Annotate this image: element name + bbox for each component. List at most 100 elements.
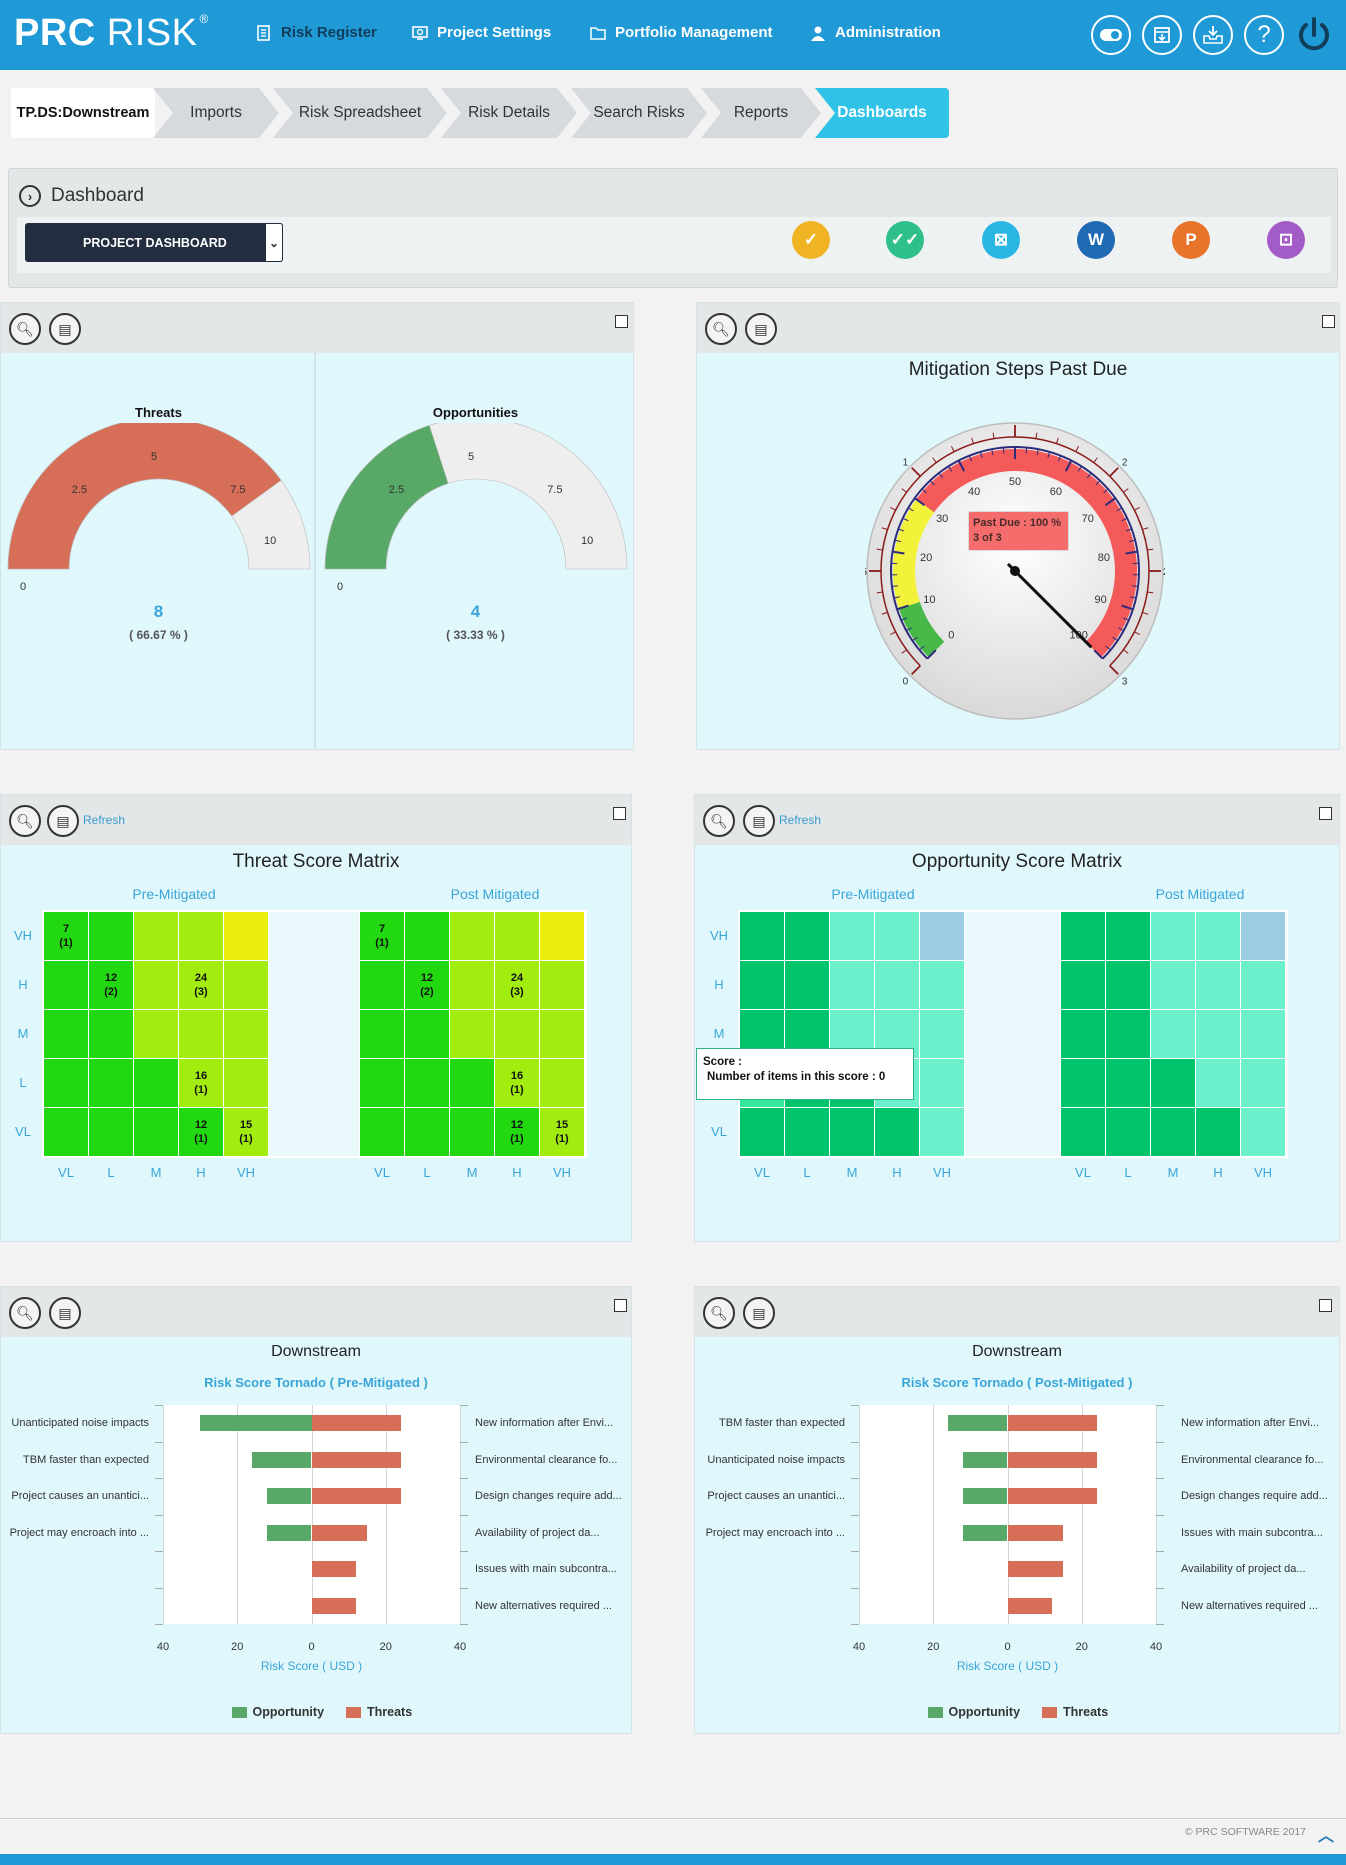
- matrix-cell[interactable]: [179, 912, 223, 960]
- matrix-cell[interactable]: 15 (1): [224, 1108, 268, 1156]
- tab-reports[interactable]: Reports: [701, 88, 821, 138]
- matrix-cell[interactable]: [360, 1108, 404, 1156]
- matrix-cell[interactable]: [1061, 912, 1105, 960]
- panel-checkbox[interactable]: [615, 315, 628, 328]
- matrix-cell[interactable]: [920, 961, 964, 1009]
- matrix-cell[interactable]: 12 (2): [89, 961, 133, 1009]
- chevron-right-icon[interactable]: ›: [19, 185, 41, 207]
- matrix-cell[interactable]: [134, 961, 178, 1009]
- export-icon[interactable]: ▤: [49, 1297, 81, 1329]
- matrix-cell[interactable]: 12 (2): [405, 961, 449, 1009]
- panel-checkbox[interactable]: [1319, 1299, 1332, 1312]
- matrix-cell[interactable]: [1061, 1010, 1105, 1058]
- matrix-cell[interactable]: [134, 1010, 178, 1058]
- matrix-cell[interactable]: [875, 961, 919, 1009]
- zoom-icon[interactable]: 🔍︎: [9, 1297, 41, 1329]
- approve-icon[interactable]: ✓: [792, 221, 830, 259]
- inbox-download-icon[interactable]: [1193, 15, 1233, 55]
- matrix-cell[interactable]: [89, 912, 133, 960]
- zoom-icon[interactable]: 🔍︎: [9, 313, 41, 345]
- matrix-cell[interactable]: [1106, 1108, 1150, 1156]
- tab-risk-details[interactable]: Risk Details: [441, 88, 577, 138]
- zoom-icon[interactable]: 🔍︎: [9, 805, 41, 837]
- dashboard-select[interactable]: PROJECT DASHBOARD ⌄: [25, 223, 283, 262]
- matrix-cell[interactable]: [540, 1059, 584, 1107]
- toggle-icon[interactable]: [1091, 15, 1131, 55]
- matrix-cell[interactable]: [405, 912, 449, 960]
- matrix-cell[interactable]: [405, 1108, 449, 1156]
- threat-bar[interactable]: [311, 1561, 357, 1577]
- matrix-cell[interactable]: 12 (1): [495, 1108, 539, 1156]
- double-check-icon[interactable]: ✓✓: [886, 221, 924, 259]
- matrix-cell[interactable]: [740, 961, 784, 1009]
- matrix-cell[interactable]: 24 (3): [179, 961, 223, 1009]
- chevron-down-icon[interactable]: ⌄: [265, 223, 283, 262]
- matrix-cell[interactable]: [89, 1108, 133, 1156]
- export-icon[interactable]: ▤: [743, 1297, 775, 1329]
- matrix-cell[interactable]: 15 (1): [540, 1108, 584, 1156]
- panel-checkbox[interactable]: [613, 807, 626, 820]
- matrix-cell[interactable]: [1241, 912, 1285, 960]
- matrix-cell[interactable]: [495, 1010, 539, 1058]
- refresh-link[interactable]: Refresh: [83, 813, 126, 827]
- threat-bar[interactable]: [311, 1524, 368, 1541]
- legend-opportunity[interactable]: Opportunity: [231, 1705, 324, 1719]
- nav-portfolio-management[interactable]: Portfolio Management: [590, 24, 773, 41]
- opportunity-bar[interactable]: [200, 1415, 312, 1431]
- nav-administration[interactable]: Administration: [810, 24, 941, 41]
- threat-bar[interactable]: [1007, 1597, 1053, 1614]
- matrix-cell[interactable]: [1106, 1010, 1150, 1058]
- word-icon[interactable]: W: [1077, 221, 1115, 259]
- legend-threats[interactable]: Threats: [346, 1705, 412, 1719]
- matrix-cell[interactable]: [405, 1059, 449, 1107]
- matrix-cell[interactable]: [785, 912, 829, 960]
- matrix-cell[interactable]: [1241, 1108, 1285, 1156]
- threat-bar[interactable]: [1007, 1451, 1097, 1468]
- zoom-icon[interactable]: 🔍︎: [703, 1297, 735, 1329]
- matrix-cell[interactable]: [44, 961, 88, 1009]
- matrix-cell[interactable]: [740, 912, 784, 960]
- matrix-cell[interactable]: [224, 1059, 268, 1107]
- power-icon[interactable]: [1292, 13, 1336, 57]
- matrix-cell[interactable]: [360, 1010, 404, 1058]
- matrix-cell[interactable]: [224, 912, 268, 960]
- matrix-cell[interactable]: 7 (1): [360, 912, 404, 960]
- matrix-cell[interactable]: [875, 912, 919, 960]
- threat-bar[interactable]: [311, 1597, 357, 1614]
- matrix-cell[interactable]: [785, 961, 829, 1009]
- threat-bar[interactable]: [1007, 1415, 1097, 1431]
- matrix-cell[interactable]: [44, 1059, 88, 1107]
- matrix-cell[interactable]: [1241, 1059, 1285, 1107]
- matrix-cell[interactable]: 12 (1): [179, 1108, 223, 1156]
- matrix-cell[interactable]: [44, 1108, 88, 1156]
- matrix-cell[interactable]: [450, 1010, 494, 1058]
- excel-icon[interactable]: ⊠: [982, 221, 1020, 259]
- matrix-cell[interactable]: [450, 912, 494, 960]
- matrix-cell[interactable]: [360, 1059, 404, 1107]
- matrix-cell[interactable]: [740, 1108, 784, 1156]
- matrix-cell[interactable]: 16 (1): [495, 1059, 539, 1107]
- app-logo[interactable]: PRC RISK ®: [14, 12, 209, 54]
- matrix-cell[interactable]: [920, 1010, 964, 1058]
- matrix-cell[interactable]: [1106, 961, 1150, 1009]
- zoom-icon[interactable]: 🔍︎: [705, 313, 737, 345]
- matrix-cell[interactable]: 16 (1): [179, 1059, 223, 1107]
- matrix-cell[interactable]: [540, 1010, 584, 1058]
- matrix-cell[interactable]: [920, 912, 964, 960]
- matrix-cell[interactable]: [134, 1108, 178, 1156]
- matrix-cell[interactable]: [89, 1010, 133, 1058]
- opportunity-bar[interactable]: [266, 1488, 312, 1504]
- opportunity-bar[interactable]: [948, 1415, 1008, 1431]
- nav-risk-register[interactable]: Risk Register: [256, 24, 377, 41]
- tab-dashboards[interactable]: Dashboards: [815, 88, 949, 138]
- matrix-cell[interactable]: [830, 1108, 874, 1156]
- threat-bar[interactable]: [1007, 1524, 1064, 1541]
- matrix-cell[interactable]: [1196, 1010, 1240, 1058]
- matrix-cell[interactable]: [1151, 1108, 1195, 1156]
- zoom-icon[interactable]: 🔍︎: [703, 805, 735, 837]
- matrix-cell[interactable]: [1196, 912, 1240, 960]
- matrix-cell[interactable]: [450, 1059, 494, 1107]
- export-icon[interactable]: ▤: [49, 313, 81, 345]
- matrix-cell[interactable]: [450, 1108, 494, 1156]
- matrix-cell[interactable]: [540, 912, 584, 960]
